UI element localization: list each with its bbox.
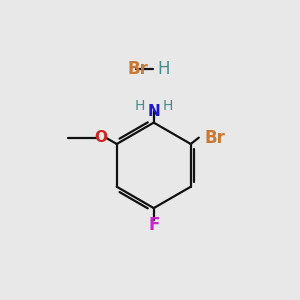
Text: N: N [147, 103, 160, 118]
Text: H: H [163, 99, 173, 113]
Text: F: F [148, 216, 159, 234]
Text: H: H [134, 99, 145, 113]
Text: H: H [157, 61, 170, 79]
Text: O: O [94, 130, 107, 145]
Text: Br: Br [127, 61, 148, 79]
Text: Br: Br [205, 129, 225, 147]
